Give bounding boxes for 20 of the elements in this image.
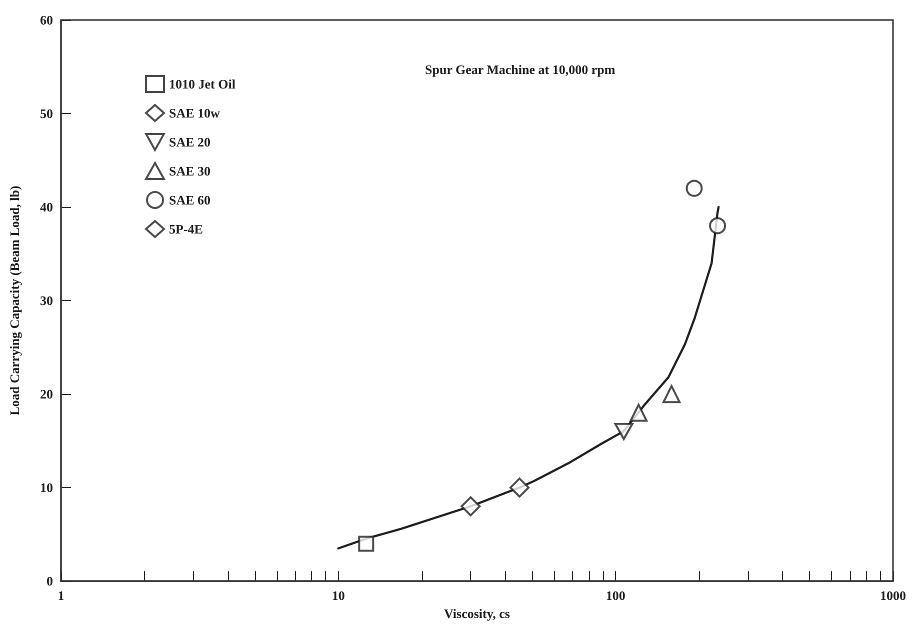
legend-label: SAE 30: [169, 164, 211, 178]
x-axis-title: Viscosity, cs: [444, 606, 510, 621]
y-axis-title: Load Carrying Capacity (Beam Load, lb): [7, 186, 22, 416]
y-tick-label: 0: [46, 574, 53, 589]
y-tick-label: 40: [40, 200, 53, 215]
legend-label: SAE 20: [169, 134, 211, 150]
y-tick-label: 30: [40, 293, 53, 308]
x-tick-label: 100: [606, 588, 626, 604]
y-tick-label: 10: [40, 480, 53, 496]
x-tick-label: 1000: [880, 588, 906, 604]
x-tick-label: 1: [58, 588, 64, 604]
legend-label: SAE 60: [169, 192, 211, 208]
y-tick-label: 20: [40, 386, 53, 402]
y-tick-label: 50: [40, 106, 53, 122]
legend-label: SAE 10w: [169, 106, 221, 120]
x-tick-label: 10: [332, 588, 345, 604]
text: Spur Gear Machine at 10,000 rpm: [425, 62, 616, 77]
legend-label: 1010 Jet Oil: [169, 76, 236, 92]
legend-label: 5P-4E: [169, 222, 203, 236]
y-tick-label: 60: [40, 12, 53, 28]
